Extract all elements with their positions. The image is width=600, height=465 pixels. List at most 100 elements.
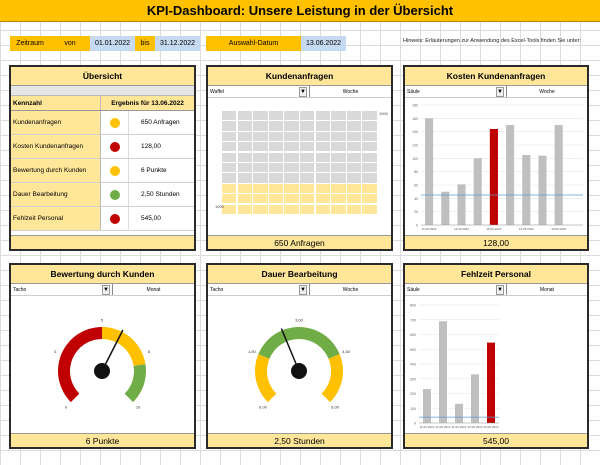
kpi-value: 128,00 xyxy=(141,143,161,150)
auswahl-date-field[interactable]: 13.06.2022 xyxy=(301,36,346,51)
waffle-cell xyxy=(331,121,346,131)
chevron-down-icon[interactable]: ▼ xyxy=(102,284,110,295)
waffle-cell xyxy=(346,163,362,173)
von-date-field[interactable]: 01.01.2022 xyxy=(90,36,135,51)
waffle-cell xyxy=(331,204,346,214)
bis-date-field[interactable]: 31.12.2022 xyxy=(155,36,200,51)
overview-row: Bewertung durch Kunden 6 Punkte xyxy=(11,159,194,183)
waffle-cell xyxy=(362,173,377,183)
waffle-cell xyxy=(237,163,252,173)
bar xyxy=(554,125,563,225)
kundenanfragen-controls: Waffel ▼ Woche xyxy=(208,86,391,98)
chevron-down-icon[interactable]: ▼ xyxy=(496,86,504,97)
waffle-cell xyxy=(253,163,268,173)
waffle-cell xyxy=(315,121,330,131)
waffle-cell xyxy=(315,194,330,204)
waffle-cell xyxy=(300,204,315,214)
y-tick-label: 60 xyxy=(414,184,418,188)
dauer-gauge: 0,00 1,50 3,00 4,50 6,00 xyxy=(248,318,351,410)
gauge-hub xyxy=(94,363,110,379)
chart-type-dropdown[interactable]: Säule ▼ xyxy=(405,284,507,295)
dauer-title: Dauer Bearbeitung xyxy=(208,265,391,284)
waffle-cell xyxy=(268,131,284,141)
waffle-cell xyxy=(315,163,330,173)
y-tick-label: 300 xyxy=(410,377,416,381)
kpi-name: Fehlzeit Personal xyxy=(11,207,101,230)
waffle-chart-area: 1000 1000 xyxy=(208,99,391,235)
waffle-cell xyxy=(222,173,237,183)
waffle-cell xyxy=(237,111,252,121)
waffle-cell xyxy=(315,111,330,121)
waffle-cell xyxy=(284,183,299,193)
waffle-cell xyxy=(284,204,299,214)
fehlzeit-title: Fehlzeit Personal xyxy=(405,265,587,284)
chart-type-dropdown[interactable]: Tacho ▼ xyxy=(208,284,310,295)
waffle-cell xyxy=(331,131,346,141)
gauge-band xyxy=(321,354,343,403)
panel-fehlzeit: Fehlzeit Personal Säule ▼ Monat 0 100 200 3… xyxy=(403,263,589,449)
y-tick-label: 600 xyxy=(410,333,416,337)
waffle-cell xyxy=(331,142,346,152)
bar xyxy=(506,125,515,225)
period-label[interactable]: Woche xyxy=(310,86,391,97)
waffle-cell xyxy=(253,183,268,193)
dashboard-title: KPI-Dashboard: Unsere Leistung in der Üb… xyxy=(0,0,600,22)
waffle-cell xyxy=(253,204,268,214)
auswahl-row: Auswahl-Datum 13.06.2022 xyxy=(206,36,346,51)
waffle-cell xyxy=(253,111,268,121)
fehlzeit-bar-chart: 0 100 200 300 400 500 600 700 800 11.06.2022 12.06… xyxy=(410,304,499,429)
waffle-cell xyxy=(300,163,315,173)
period-label[interactable]: Woche xyxy=(310,284,391,295)
waffle-cell xyxy=(315,173,330,183)
x-tick-label: 11.06.2022 xyxy=(420,425,435,429)
waffle-cell xyxy=(237,152,252,162)
waffle-cell xyxy=(315,204,330,214)
y-tick-label: 140 xyxy=(412,130,418,134)
y-tick-label: 0 xyxy=(416,224,418,228)
hint-text: Hinweis: Erläuterungen zur Anwendung des… xyxy=(403,38,581,44)
overview-rows: Kundenanfragen 650 Anfragen Kosten Kundena… xyxy=(11,111,194,231)
waffle-cell xyxy=(362,194,377,204)
status-dot-icon xyxy=(109,213,120,224)
kpi-name: Kundenanfragen xyxy=(11,111,101,134)
kpi-name: Kosten Kundenanfragen xyxy=(11,135,101,158)
kosten-title: Kosten Kundenanfragen xyxy=(405,67,587,86)
waffle-cell xyxy=(237,173,252,183)
waffle-cell xyxy=(237,121,252,131)
waffle-cell xyxy=(362,111,377,121)
waffle-cell xyxy=(315,183,330,193)
overview-spacer xyxy=(11,86,194,96)
period-label[interactable]: Monat xyxy=(507,284,587,295)
gauge-band xyxy=(57,327,102,403)
waffle-cell xyxy=(222,111,237,121)
y-tick-label: 160 xyxy=(412,117,418,121)
bar xyxy=(473,158,482,225)
waffle-cell xyxy=(284,163,299,173)
chart-type-value: Säule xyxy=(407,88,420,95)
period-label[interactable]: Woche xyxy=(507,86,587,97)
chart-type-dropdown[interactable]: Tacho ▼ xyxy=(11,284,113,295)
chevron-down-icon[interactable]: ▼ xyxy=(299,284,307,295)
period-label[interactable]: Monat xyxy=(113,284,194,295)
chevron-down-icon[interactable]: ▼ xyxy=(299,86,307,97)
overview-row: Dauer Bearbeitung 2,50 Stunden xyxy=(11,183,194,207)
overview-footer xyxy=(11,235,194,249)
waffle-cell xyxy=(222,204,237,214)
waffle-cell xyxy=(346,152,362,162)
chart-type-value: Tacho xyxy=(13,286,27,293)
kpi-name: Bewertung durch Kunden xyxy=(11,159,101,182)
chevron-down-icon[interactable]: ▼ xyxy=(496,284,504,295)
waffle-cell xyxy=(237,183,252,193)
status-dot-icon xyxy=(109,165,120,176)
bar xyxy=(522,155,531,225)
fehlzeit-footer: 545,00 xyxy=(405,433,587,447)
chart-type-dropdown[interactable]: Waffel ▼ xyxy=(208,86,310,97)
waffle-cell xyxy=(362,142,377,152)
kpi-value: 545,00 xyxy=(141,215,161,222)
col-kennzahl: Kennzahl xyxy=(11,96,101,110)
chart-type-dropdown[interactable]: Säule ▼ xyxy=(405,86,507,97)
gauge-scale-label: 6,00 xyxy=(331,405,340,410)
bar xyxy=(439,321,447,423)
waffle-cell xyxy=(362,121,377,131)
x-tick-label: 13.06.2022 xyxy=(467,425,482,429)
